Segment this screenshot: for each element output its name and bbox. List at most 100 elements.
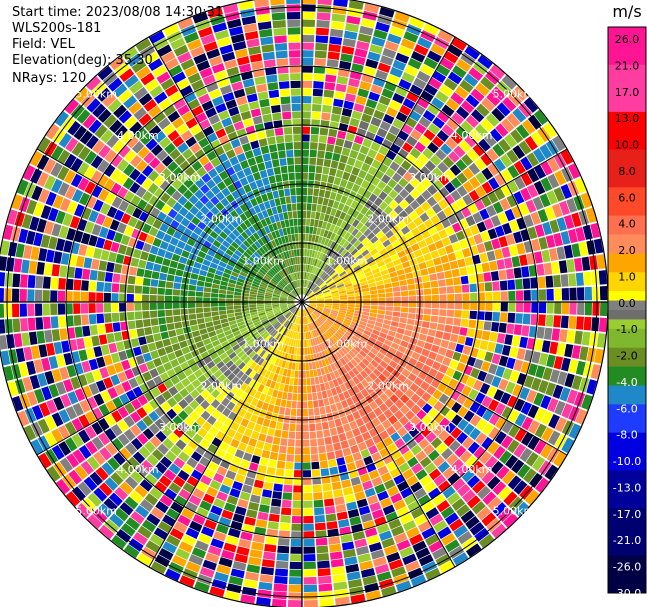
velocity-gate	[134, 311, 143, 320]
velocity-gate	[145, 138, 158, 151]
velocity-gate	[240, 392, 249, 401]
velocity-gate	[334, 264, 342, 272]
velocity-gate	[309, 218, 315, 227]
velocity-gate	[19, 274, 28, 288]
velocity-gate	[360, 568, 376, 578]
velocity-gate	[133, 86, 148, 100]
velocity-gate	[358, 323, 366, 330]
velocity-gate	[231, 376, 240, 385]
velocity-gate	[296, 288, 300, 295]
velocity-gate	[325, 278, 333, 284]
velocity-gate	[250, 414, 259, 423]
velocity-gate	[461, 206, 472, 218]
velocity-gate	[281, 293, 288, 297]
velocity-gate	[344, 494, 356, 504]
velocity-gate	[270, 280, 278, 286]
velocity-gate	[318, 317, 325, 324]
velocity-gate	[57, 290, 66, 302]
velocity-gate	[97, 108, 112, 123]
velocity-gate	[264, 243, 272, 251]
velocity-gate	[329, 167, 337, 177]
velocity-gate	[141, 294, 150, 302]
velocity-gate	[194, 86, 208, 98]
velocity-gate	[180, 217, 191, 228]
velocity-gate	[501, 406, 513, 420]
velocity-gate	[211, 339, 221, 347]
velocity-gate	[346, 501, 358, 511]
velocity-gate	[533, 180, 546, 195]
velocity-gate	[274, 35, 287, 44]
velocity-gate	[124, 368, 135, 380]
velocity-gate	[239, 213, 248, 222]
velocity-gate	[311, 250, 316, 258]
velocity-gate	[280, 438, 288, 446]
velocity-gate	[432, 389, 443, 400]
velocity-gate	[575, 272, 584, 286]
velocity-gate	[142, 242, 152, 253]
velocity-gate	[359, 80, 372, 91]
velocity-gate	[122, 177, 135, 190]
velocity-gate	[303, 500, 313, 508]
velocity-gate	[368, 91, 381, 102]
azimuth-spoke	[301, 301, 568, 456]
velocity-gate	[424, 302, 432, 308]
velocity-gate	[295, 308, 299, 316]
velocity-gate	[435, 148, 447, 161]
velocity-gate	[440, 143, 453, 156]
velocity-gate	[513, 443, 527, 458]
velocity-gate	[316, 328, 321, 336]
velocity-gate	[437, 461, 451, 474]
velocity-gate	[344, 223, 352, 232]
velocity-gate	[583, 362, 594, 378]
velocity-gate	[373, 239, 382, 248]
velocity-gate	[549, 219, 560, 234]
velocity-gate	[369, 312, 377, 318]
velocity-gate	[129, 424, 142, 437]
velocity-gate	[303, 477, 312, 485]
velocity-gate	[265, 310, 273, 314]
velocity-gate	[93, 247, 103, 260]
velocity-gate	[81, 268, 91, 280]
velocity-gate	[309, 323, 313, 331]
velocity-gate	[235, 379, 244, 389]
velocity-gate	[537, 276, 546, 289]
velocity-gate	[330, 387, 338, 396]
velocity-gate	[82, 325, 91, 337]
velocity-gate	[380, 585, 397, 597]
velocity-gate	[499, 198, 511, 211]
velocity-gate	[423, 57, 438, 70]
velocity-gate	[278, 325, 285, 333]
velocity-gate	[317, 438, 325, 446]
velocity-gate	[397, 373, 407, 383]
velocity-gate	[326, 266, 333, 274]
velocity-gate	[345, 563, 360, 574]
velocity-gate	[171, 253, 181, 262]
velocity-gate	[368, 222, 377, 232]
velocity-gate	[129, 411, 142, 424]
velocity-gate	[373, 272, 382, 278]
velocity-gate	[307, 306, 314, 312]
velocity-gate	[275, 323, 282, 330]
velocity-gate	[312, 338, 316, 346]
velocity-gate	[438, 174, 450, 186]
velocity-gate	[135, 319, 144, 329]
velocity-gate	[412, 103, 426, 116]
velocity-gate	[457, 335, 467, 345]
velocity-gate	[369, 381, 379, 391]
velocity-gate	[197, 533, 212, 545]
velocity-gate	[508, 496, 524, 512]
velocity-gate	[355, 295, 363, 299]
velocity-gate	[568, 316, 577, 330]
velocity-gate	[183, 189, 194, 200]
velocity-gate	[310, 438, 318, 447]
velocity-gate	[195, 112, 208, 124]
velocity-gate	[427, 396, 438, 407]
velocity-gate	[288, 346, 293, 354]
velocity-gate	[264, 217, 272, 226]
velocity-gate	[409, 84, 423, 96]
velocity-gate	[198, 26, 213, 38]
velocity-gate	[326, 389, 333, 398]
velocity-gate	[198, 93, 211, 105]
velocity-gate	[389, 271, 398, 278]
velocity-gate	[51, 428, 64, 444]
